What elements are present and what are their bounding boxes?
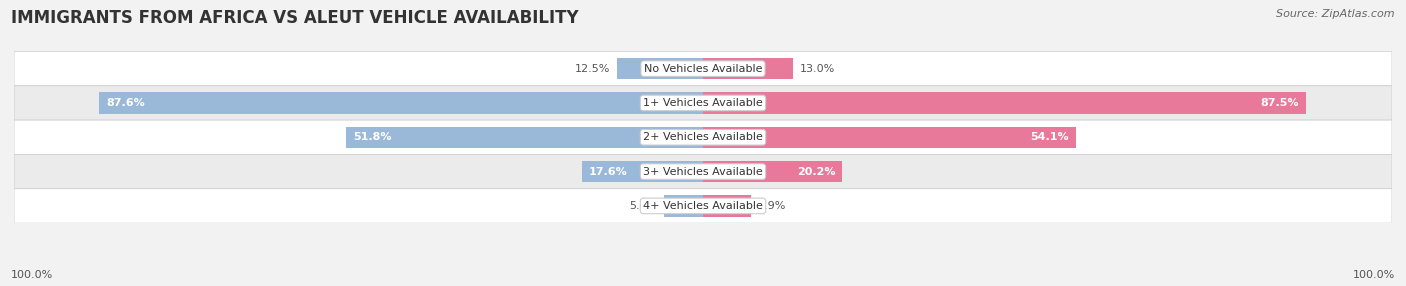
Text: Source: ZipAtlas.com: Source: ZipAtlas.com <box>1277 9 1395 19</box>
Bar <box>703 127 1076 148</box>
FancyBboxPatch shape <box>14 154 1392 189</box>
Bar <box>582 161 703 182</box>
Text: 17.6%: 17.6% <box>589 167 627 176</box>
Text: 100.0%: 100.0% <box>11 270 53 280</box>
Text: 51.8%: 51.8% <box>353 132 391 142</box>
Bar <box>703 58 793 79</box>
Text: 2+ Vehicles Available: 2+ Vehicles Available <box>643 132 763 142</box>
Bar <box>703 161 842 182</box>
Text: 1+ Vehicles Available: 1+ Vehicles Available <box>643 98 763 108</box>
Text: 5.6%: 5.6% <box>630 201 658 211</box>
FancyBboxPatch shape <box>14 120 1392 154</box>
Text: 54.1%: 54.1% <box>1031 132 1069 142</box>
Text: 12.5%: 12.5% <box>575 64 610 74</box>
FancyBboxPatch shape <box>14 51 1392 86</box>
Legend: Immigrants from Africa, Aleut: Immigrants from Africa, Aleut <box>578 283 828 286</box>
Text: 100.0%: 100.0% <box>1353 270 1395 280</box>
Text: 4+ Vehicles Available: 4+ Vehicles Available <box>643 201 763 211</box>
Text: IMMIGRANTS FROM AFRICA VS ALEUT VEHICLE AVAILABILITY: IMMIGRANTS FROM AFRICA VS ALEUT VEHICLE … <box>11 9 579 27</box>
Text: 87.5%: 87.5% <box>1260 98 1299 108</box>
Bar <box>703 92 1306 114</box>
Bar <box>617 58 703 79</box>
Text: 6.9%: 6.9% <box>758 201 786 211</box>
Bar <box>703 195 751 217</box>
Text: 87.6%: 87.6% <box>107 98 145 108</box>
Bar <box>665 195 703 217</box>
Text: 13.0%: 13.0% <box>800 64 835 74</box>
Text: 3+ Vehicles Available: 3+ Vehicles Available <box>643 167 763 176</box>
Bar <box>100 92 703 114</box>
FancyBboxPatch shape <box>14 189 1392 223</box>
Bar <box>346 127 703 148</box>
FancyBboxPatch shape <box>14 86 1392 120</box>
Text: 20.2%: 20.2% <box>797 167 835 176</box>
Text: No Vehicles Available: No Vehicles Available <box>644 64 762 74</box>
